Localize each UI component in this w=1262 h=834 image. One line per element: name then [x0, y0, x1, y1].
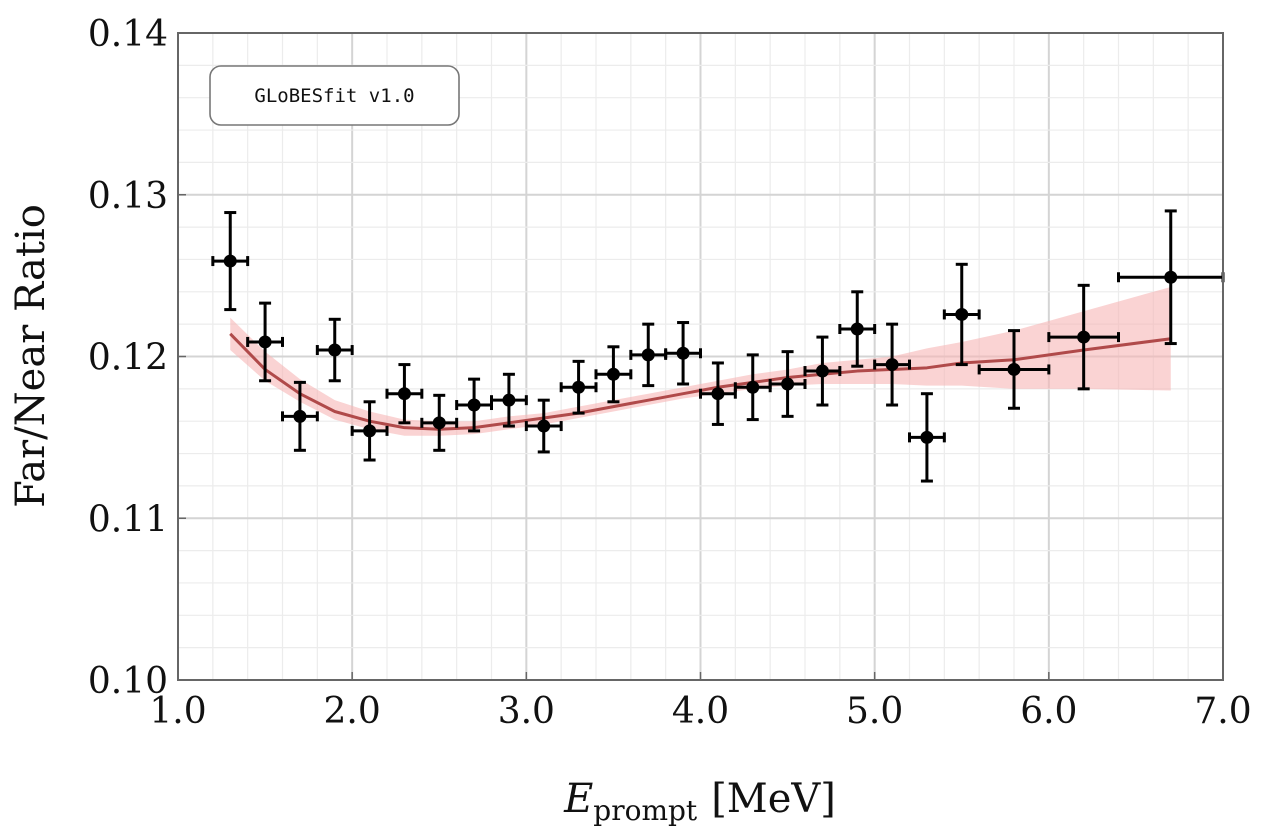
data-point: [350, 400, 389, 462]
data-point: [977, 329, 1051, 410]
x-axis-label-sub: prompt: [593, 794, 698, 827]
data-marker: [1164, 270, 1178, 284]
data-marker: [467, 398, 481, 412]
data-point: [873, 322, 911, 407]
data-point: [699, 361, 737, 426]
data-point: [420, 393, 459, 452]
data-marker: [711, 387, 725, 401]
data-layer: [211, 209, 1225, 483]
annotation-box: [209, 65, 460, 126]
data-point: [908, 392, 946, 483]
data-marker: [606, 367, 620, 381]
data-marker: [850, 322, 864, 336]
data-point: [733, 353, 772, 422]
data-point: [1117, 209, 1225, 346]
x-tick-label: 6.0: [1020, 691, 1077, 732]
data-marker: [397, 387, 411, 401]
data-marker: [815, 364, 829, 378]
y-tick-label: 0.11: [88, 499, 168, 540]
data-point: [559, 359, 598, 415]
data-marker: [432, 416, 446, 430]
data-marker: [223, 254, 237, 268]
data-marker: [328, 343, 342, 357]
tick-labels: 1.0 2.0 3.0 4.0 5.0 6.0 7.0 0.10 0.11 0.12 0.13 0.1…: [88, 14, 1252, 732]
data-point: [803, 335, 842, 407]
x-tick-label: 2.0: [324, 691, 381, 732]
data-marker: [1077, 330, 1091, 344]
data-marker: [955, 307, 969, 321]
y-tick-label: 0.12: [88, 338, 168, 379]
data-marker: [537, 419, 551, 433]
data-point: [1047, 283, 1120, 391]
data-point: [246, 301, 284, 383]
annotation-text: GLoBESfit v1.0: [254, 85, 414, 107]
data-point: [664, 321, 702, 386]
data-point: [455, 377, 493, 433]
ticks: [177, 32, 1224, 681]
data-marker: [293, 409, 307, 423]
data-point: [281, 380, 319, 452]
x-axis-label: Eprompt [MeV]: [563, 776, 836, 827]
y-tick-label: 0.14: [88, 14, 168, 55]
data-marker: [920, 430, 934, 444]
data-marker: [781, 377, 795, 391]
data-point: [385, 363, 424, 425]
data-point: [211, 211, 250, 312]
data-point: [524, 398, 563, 454]
data-marker: [502, 393, 516, 407]
data-marker: [746, 380, 760, 394]
data-marker: [676, 346, 690, 360]
data-point: [838, 290, 877, 368]
data-point: [594, 345, 633, 404]
x-axis-label-unit: [MeV]: [711, 776, 836, 822]
data-marker: [363, 424, 377, 438]
data-marker: [885, 358, 899, 372]
data-point: [768, 350, 807, 418]
data-marker: [258, 335, 272, 349]
y-tick-label: 0.13: [88, 176, 168, 217]
y-axis-label: Far/Near Ratio: [8, 204, 54, 508]
x-tick-label: 1.0: [149, 691, 206, 732]
data-marker: [1007, 362, 1021, 376]
data-marker: [572, 380, 586, 394]
x-tick-label: 7.0: [1194, 691, 1251, 732]
x-tick-label: 3.0: [498, 691, 555, 732]
data-point: [629, 322, 668, 388]
data-point: [315, 317, 354, 383]
y-tick-label: 0.10: [88, 661, 168, 702]
x-tick-label: 4.0: [672, 691, 729, 732]
data-point: [942, 262, 981, 367]
data-marker: [641, 348, 655, 362]
x-axis-label-main: E: [563, 776, 593, 822]
x-tick-label: 5.0: [846, 691, 903, 732]
data-point: [490, 372, 528, 428]
annotation-badge: GLoBESfit v1.0: [209, 65, 460, 126]
